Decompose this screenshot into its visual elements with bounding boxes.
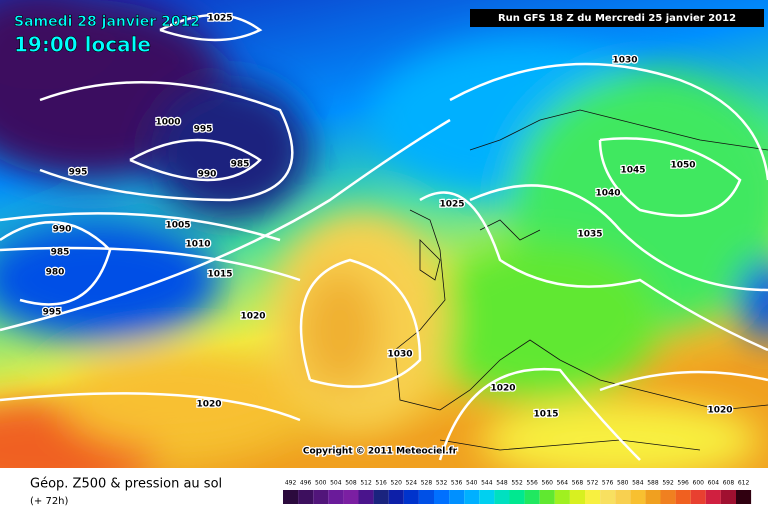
scale-swatch (358, 490, 374, 504)
isobar-label: 1020 (196, 400, 221, 410)
scale-label: 580 (617, 480, 629, 487)
scale-label: 604 (708, 480, 720, 487)
scale-label: 572 (587, 480, 599, 487)
scale-label: 576 (602, 480, 614, 487)
isobar-label: 1040 (595, 189, 620, 199)
scale-label: 552 (511, 480, 523, 487)
isobar-label: 980 (46, 268, 65, 278)
scale-label: 568 (572, 480, 584, 487)
scale-swatch (403, 490, 419, 504)
scale-swatch (494, 490, 510, 504)
scale-swatch (298, 490, 314, 504)
isobar-label: 1030 (612, 56, 637, 66)
scale-swatch (388, 490, 404, 504)
isobar-label: 1015 (533, 410, 558, 420)
isobar-label: 995 (69, 168, 88, 178)
isobar-label: 1020 (707, 406, 732, 416)
scale-label: 560 (542, 480, 554, 487)
isobar-label: 990 (198, 170, 217, 180)
scale-swatch (524, 490, 540, 504)
scale-swatch (645, 490, 661, 504)
scale-swatch (373, 490, 389, 504)
scale-swatch (554, 490, 570, 504)
isobar-label: 990 (53, 225, 72, 235)
scale-label: 504 (330, 480, 342, 487)
scale-label: 548 (496, 480, 508, 487)
scale-label: 600 (693, 480, 705, 487)
isobar-label: 995 (194, 125, 213, 135)
scale-label: 596 (677, 480, 689, 487)
scale-swatch (615, 490, 631, 504)
scale-swatch (600, 490, 616, 504)
scale-label: 564 (557, 480, 569, 487)
copyright: Copyright © 2011 Meteociel.fr (303, 447, 458, 457)
scale-swatch (539, 490, 555, 504)
isobar-label: 995 (43, 308, 62, 318)
scale-label: 528 (421, 480, 433, 487)
scale-swatch (705, 490, 721, 504)
isobar-label: 1020 (490, 384, 515, 394)
isobar-label: 1045 (620, 166, 645, 176)
scale-swatch (509, 490, 525, 504)
scale-swatch (434, 490, 450, 504)
scale-swatch (313, 490, 329, 504)
isobar-label: 1050 (670, 161, 695, 171)
scale-label: 540 (466, 480, 478, 487)
scale-label: 556 (526, 480, 538, 487)
scale-swatch (479, 490, 495, 504)
isobar-label: 1015 (207, 270, 232, 280)
scale-swatch (690, 490, 706, 504)
scale-label: 508 (345, 480, 357, 487)
lead-time: (+ 72h) (30, 496, 69, 507)
scale-swatch (675, 490, 691, 504)
scale-label: 492 (285, 480, 297, 487)
scale-swatch (736, 490, 752, 504)
isobar-label: 1020 (240, 312, 265, 322)
scale-label: 520 (391, 480, 403, 487)
isobar-label: 1035 (577, 230, 602, 240)
map-area: 1025 1030 1000 995 985 990 995 1005 1010 1015 1025… (0, 0, 768, 500)
scale-swatch (328, 490, 344, 504)
footer-title: Géop. Z500 & pression au sol (30, 477, 222, 492)
isobar-label: 1025 (439, 200, 464, 210)
isobar-label: 985 (51, 248, 70, 258)
time-label: 19:00 locale (14, 33, 151, 57)
isobar-label: 1025 (207, 14, 232, 24)
scale-swatch (343, 490, 359, 504)
scale-swatch (283, 490, 299, 504)
scale-label: 536 (451, 480, 463, 487)
scale-swatch (720, 490, 736, 504)
isobar-label: 1000 (155, 118, 180, 128)
isobar-label: 1005 (165, 221, 190, 231)
scale-swatch (449, 490, 465, 504)
scale-label: 496 (300, 480, 312, 487)
scale-swatch (630, 490, 646, 504)
run-box (470, 9, 764, 27)
scale-swatch (569, 490, 585, 504)
isobar-label: 1010 (185, 240, 210, 250)
run-info: Run GFS 18 Z du Mercredi 25 janvier 2012 (498, 13, 736, 24)
scale-label: 612 (738, 480, 750, 487)
scale-label: 584 (632, 480, 644, 487)
scale-swatch (464, 490, 480, 504)
date-label: Samedi 28 janvier 2012 (14, 14, 200, 30)
scale-label: 588 (647, 480, 659, 487)
scale-label: 608 (723, 480, 735, 487)
scale-label: 516 (375, 480, 387, 487)
scale-label: 532 (436, 480, 448, 487)
scale-label: 524 (406, 480, 418, 487)
scale-label: 512 (360, 480, 372, 487)
scale-label: 500 (315, 480, 327, 487)
scale-swatch (660, 490, 676, 504)
isobar-label: 985 (231, 160, 250, 170)
scale-swatch (585, 490, 601, 504)
scale-label: 544 (481, 480, 493, 487)
isobar-label: 1030 (387, 350, 412, 360)
scale-label: 592 (662, 480, 674, 487)
scale-swatch (418, 490, 434, 504)
